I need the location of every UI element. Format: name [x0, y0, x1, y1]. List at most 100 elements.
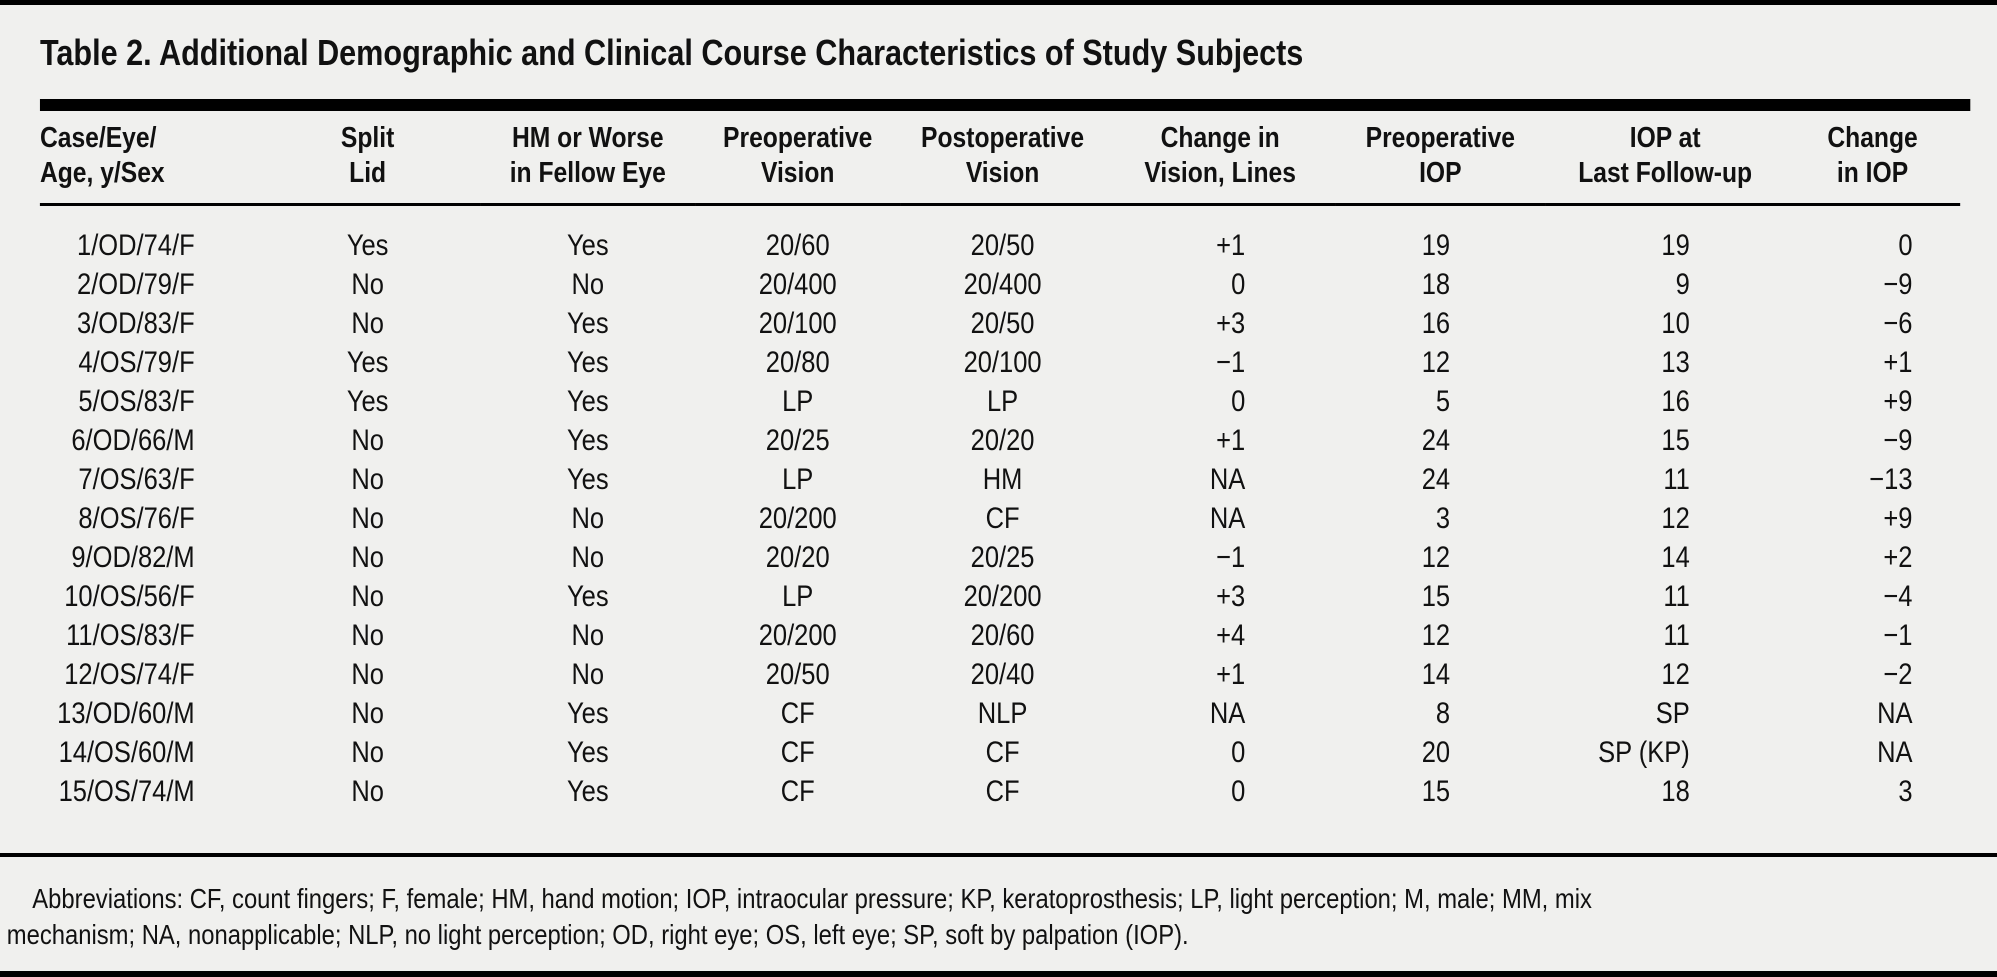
table-row: 15/OS/74/M No Yes CF CF 0 15 18 3 [40, 772, 1960, 811]
cell: CF [780, 697, 815, 730]
cell: 11 [1663, 580, 1690, 613]
cell: HM [982, 463, 1023, 496]
cell: Yes [566, 307, 609, 340]
cell: +1 [1216, 658, 1246, 691]
cell: 24 [1421, 463, 1451, 496]
cell: SP [1655, 697, 1690, 730]
cell: 2/OD/79/F [77, 268, 195, 301]
cell: No [351, 424, 384, 457]
cell: 19 [1421, 229, 1451, 262]
cell: No [351, 463, 384, 496]
cell: 20/200 [758, 619, 837, 652]
cell: 15 [1421, 580, 1451, 613]
table-row: 3/OD/83/F No Yes 20/100 20/50 +3 16 10 −6 [40, 304, 1960, 343]
cell: CF [985, 502, 1020, 535]
header-row: Case/Eye/Age, y/Sex Split Lid HM or Worse in… [39, 111, 1961, 206]
cell: 12 [1661, 502, 1690, 535]
cell: +9 [1883, 385, 1913, 418]
table-row: 12/OS/74/F No No 20/50 20/40 +1 14 12 −2 [40, 655, 1960, 694]
cell: 16 [1421, 307, 1451, 340]
cell: 8 [1435, 697, 1451, 730]
cell: Yes [566, 346, 609, 379]
cell: 19 [1661, 229, 1690, 262]
cell: Yes [566, 736, 609, 769]
cell: 11/OS/83/F [66, 619, 195, 652]
cell: 12 [1421, 541, 1451, 574]
cell: 0 [1231, 736, 1246, 769]
cell: 20/200 [963, 580, 1042, 613]
cell: 20/25 [765, 424, 830, 457]
cell: CF [780, 736, 815, 769]
cell: +1 [1216, 424, 1246, 457]
cell: No [351, 580, 384, 613]
cell: NA [1877, 697, 1913, 730]
column-header-postoperative-vision: Postoperative Vision [900, 111, 1105, 206]
cell: +3 [1216, 580, 1246, 613]
abbreviations-footnote: Abbreviations: CF, count fingers; F, fem… [7, 881, 1947, 953]
cell: Yes [566, 463, 609, 496]
cell: No [571, 541, 605, 574]
column-header-hm-or-worse-fellow-eye: HM or Worse in Fellow Eye [480, 111, 696, 206]
cell: No [571, 502, 605, 535]
cell: NA [1209, 502, 1246, 535]
cell: −2 [1883, 658, 1913, 691]
cell: 20/50 [765, 658, 830, 691]
cell: 20/40 [970, 658, 1035, 691]
footnote-line-2: mechanism; NA, nonapplicable; NLP, no li… [6, 919, 1189, 950]
cell: 10/OS/56/F [64, 580, 195, 613]
cell: 3/OD/83/F [77, 307, 195, 340]
cell: 16 [1661, 385, 1690, 418]
cell: No [351, 502, 384, 535]
demographics-clinical-table: Case/Eye/Age, y/Sex Split Lid HM or Worse in… [39, 111, 1961, 811]
cell: No [351, 307, 384, 340]
cell: Yes [346, 346, 389, 379]
cell: 20/50 [970, 307, 1035, 340]
cell: 6/OD/66/M [71, 424, 195, 457]
table-row: 14/OS/60/M No Yes CF CF 0 20 SP (KP) NA [40, 733, 1960, 772]
cell: 20/200 [758, 502, 837, 535]
cell: CF [780, 775, 815, 808]
cell: No [571, 619, 605, 652]
cell: 10 [1661, 307, 1690, 340]
cell: 9 [1675, 268, 1690, 301]
cell: 4/OS/79/F [78, 346, 195, 379]
cell: No [351, 619, 384, 652]
cell: 3 [1898, 775, 1913, 808]
cell: 20/60 [765, 229, 830, 262]
cell: No [351, 736, 384, 769]
cell: NA [1209, 463, 1246, 496]
cell: +1 [1883, 346, 1913, 379]
cell: NLP [977, 697, 1028, 730]
cell: 20/20 [765, 541, 830, 574]
cell: CF [985, 736, 1020, 769]
cell: 20/400 [758, 268, 837, 301]
cell: 0 [1231, 775, 1246, 808]
cell: 14 [1421, 658, 1451, 691]
column-header-change-in-vision-lines: Change in Vision, Lines [1105, 111, 1336, 206]
cell: 14/OS/60/M [58, 736, 195, 769]
cell: 20/100 [758, 307, 837, 340]
cell: 3 [1435, 502, 1451, 535]
table-row: 9/OD/82/M No No 20/20 20/25 −1 12 14 +2 [40, 538, 1960, 577]
cell: −13 [1869, 463, 1913, 496]
cell: 20/100 [963, 346, 1042, 379]
cell: 20/50 [970, 229, 1035, 262]
top-rule [0, 0, 1997, 5]
cell: 12 [1661, 658, 1690, 691]
cell: Yes [566, 580, 609, 613]
bottom-rule [0, 971, 1997, 977]
table-row: 6/OD/66/M No Yes 20/25 20/20 +1 24 15 −9 [40, 421, 1960, 460]
cell: 20/25 [970, 541, 1035, 574]
column-header-preoperative-iop: Preoperative IOP [1335, 111, 1546, 206]
cell: 15 [1661, 424, 1690, 457]
cell: SP (KP) [1598, 736, 1690, 769]
column-header-iop-at-last-follow-up: IOP at Last Follow-up [1545, 111, 1785, 206]
cell: Yes [346, 229, 389, 262]
cell: 12 [1421, 619, 1451, 652]
cell: 24 [1421, 424, 1451, 457]
cell: +1 [1216, 229, 1246, 262]
table-row: 10/OS/56/F No Yes LP 20/200 +3 15 11 −4 [40, 577, 1960, 616]
cell: 20 [1421, 736, 1451, 769]
cell: 20/60 [970, 619, 1035, 652]
